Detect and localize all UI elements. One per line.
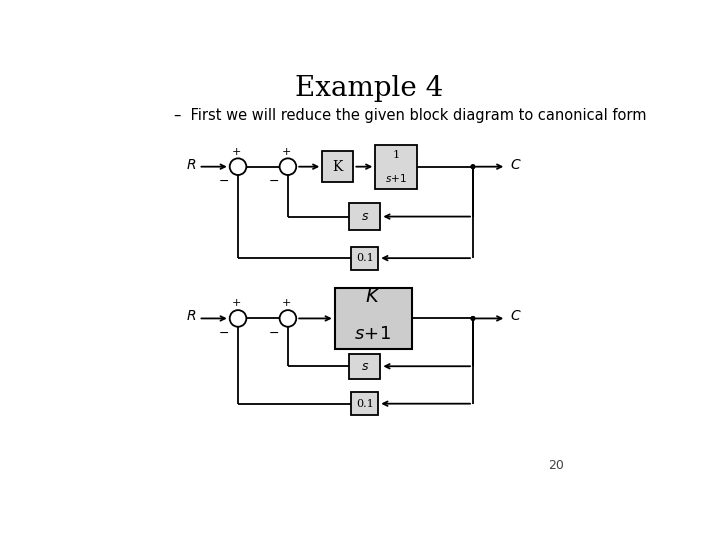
Circle shape (230, 158, 246, 175)
Text: +: + (282, 147, 292, 157)
Text: $s\!+\!1$: $s\!+\!1$ (354, 325, 392, 343)
Circle shape (470, 164, 475, 169)
Circle shape (279, 310, 296, 327)
Text: +: + (232, 299, 241, 308)
Text: Example 4: Example 4 (295, 75, 443, 102)
Circle shape (470, 316, 475, 321)
Text: $C$: $C$ (510, 309, 522, 323)
Text: −: − (269, 176, 279, 188)
Text: 20: 20 (549, 460, 564, 472)
Text: +: + (232, 147, 241, 157)
FancyBboxPatch shape (351, 392, 378, 415)
Circle shape (470, 164, 475, 169)
FancyBboxPatch shape (349, 203, 380, 230)
Text: $C$: $C$ (510, 158, 522, 172)
Text: $K$: $K$ (365, 288, 381, 306)
Text: $s\!+\!1$: $s\!+\!1$ (384, 172, 408, 184)
FancyBboxPatch shape (335, 288, 412, 349)
Text: +: + (282, 299, 292, 308)
Text: −: − (269, 327, 279, 340)
Text: –  First we will reduce the given block diagram to canonical form: – First we will reduce the given block d… (174, 109, 646, 124)
Text: −: − (218, 176, 229, 188)
Text: 1: 1 (392, 150, 400, 160)
Text: K: K (333, 160, 343, 174)
Text: 0.1: 0.1 (356, 253, 374, 263)
Circle shape (230, 310, 246, 327)
Text: −: − (218, 327, 229, 340)
Text: $s$: $s$ (361, 210, 369, 223)
FancyBboxPatch shape (375, 145, 417, 188)
FancyBboxPatch shape (351, 247, 378, 269)
Circle shape (470, 316, 475, 321)
Text: $R$: $R$ (186, 158, 197, 172)
Text: 0.1: 0.1 (356, 399, 374, 409)
FancyBboxPatch shape (349, 354, 380, 379)
Text: $s$: $s$ (361, 360, 369, 373)
Circle shape (279, 158, 296, 175)
FancyBboxPatch shape (323, 151, 354, 183)
Text: $R$: $R$ (186, 309, 197, 323)
